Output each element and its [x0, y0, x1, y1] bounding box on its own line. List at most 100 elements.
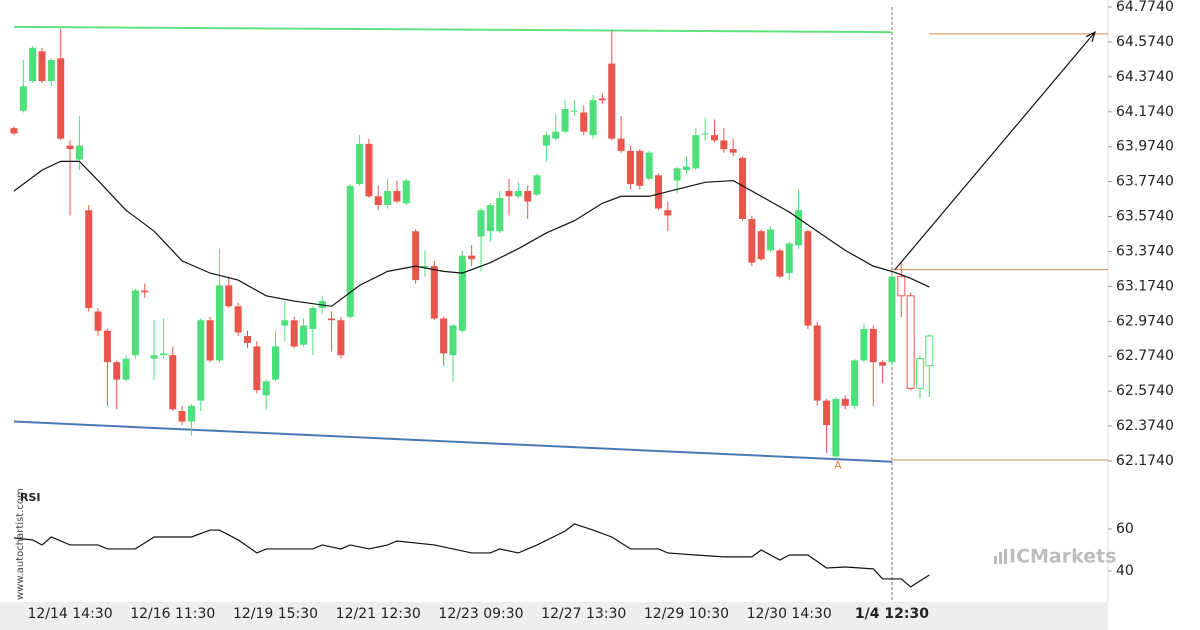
- candle-body: [113, 362, 121, 380]
- resistance-line: [13, 25, 892, 34]
- candle-body: [225, 285, 233, 307]
- moving-average: [13, 160, 930, 307]
- candle-body: [729, 149, 737, 153]
- candle-body: [356, 143, 364, 185]
- candle-body: [879, 362, 887, 366]
- y-tick-label: 62.7740: [1116, 348, 1174, 364]
- candle-body: [47, 60, 55, 82]
- forecast-arrow: [894, 31, 1096, 271]
- candle-body: [795, 210, 803, 246]
- candle-body: [757, 231, 765, 260]
- y-tick-label: 64.3740: [1116, 69, 1174, 85]
- candle-body: [262, 381, 270, 396]
- candle-body: [66, 145, 74, 150]
- candle-body: [682, 166, 690, 171]
- candle-body: [244, 335, 251, 343]
- candle-body: [542, 135, 550, 146]
- candle-body: [664, 210, 672, 216]
- candle-body: [776, 250, 784, 277]
- candle-body: [701, 133, 709, 135]
- candle-body: [608, 63, 616, 139]
- candle-body: [645, 152, 653, 179]
- candle-body: [159, 353, 167, 356]
- candle-body: [215, 285, 223, 361]
- y-tick-label: 62.9740: [1116, 313, 1174, 329]
- candle-body: [150, 355, 158, 359]
- x-axis-band: [0, 602, 1108, 630]
- candle-body: [384, 191, 392, 206]
- candle-body: [421, 266, 429, 268]
- candle-body: [748, 218, 756, 263]
- candle-body: [29, 47, 37, 82]
- candle-body: [10, 128, 18, 134]
- candle-body: [915, 358, 924, 389]
- candle-body: [272, 346, 280, 380]
- candle-body: [626, 150, 634, 185]
- candle-body: [197, 320, 205, 401]
- candle-body: [860, 328, 868, 361]
- candle-body: [328, 318, 336, 321]
- y-tick-label: 62.5740: [1116, 383, 1174, 399]
- candle-body: [925, 335, 934, 367]
- candle-body: [365, 143, 373, 197]
- candle-body: [888, 276, 896, 363]
- rsi-tick-label: 60: [1116, 521, 1134, 537]
- candle-body: [38, 51, 46, 82]
- candle-body: [57, 58, 65, 139]
- candle-body: [337, 320, 345, 356]
- x-tick-label: 12/23 09:30: [438, 606, 523, 622]
- candle-body: [234, 306, 242, 333]
- y-tick-label: 64.7740: [1116, 0, 1174, 15]
- candle-body: [897, 276, 906, 297]
- logo-icon: [994, 549, 1007, 564]
- x-tick-label: 12/27 13:30: [541, 606, 626, 622]
- x-tick-label: 12/14 14:30: [27, 606, 112, 622]
- candle-body: [169, 355, 177, 410]
- y-tick-label: 62.3740: [1116, 418, 1174, 434]
- candle-body: [122, 358, 130, 380]
- candle-body: [869, 328, 877, 363]
- watermark: www.autochartist.com: [15, 488, 26, 600]
- candle-body: [617, 138, 625, 151]
- rsi-label: RSI: [20, 491, 41, 504]
- candle-body: [654, 175, 662, 209]
- y-tick-label: 63.9740: [1116, 139, 1174, 155]
- candle-body: [711, 135, 718, 141]
- candle-body: [412, 231, 420, 281]
- candle-body: [458, 255, 466, 331]
- candle-body: [841, 398, 849, 406]
- candle-body: [430, 266, 438, 319]
- x-tick-label: 12/16 11:30: [130, 606, 215, 622]
- candle-body: [813, 325, 821, 401]
- support-line: [13, 420, 893, 463]
- candle-body: [785, 243, 793, 274]
- candle-body: [374, 196, 382, 206]
- candle-body: [673, 168, 681, 181]
- candle-body: [75, 145, 83, 160]
- candle-body: [346, 185, 354, 317]
- candle-body: [514, 191, 522, 197]
- candle-body: [206, 320, 214, 361]
- candle-body: [851, 360, 859, 406]
- x-tick-label: 1/4 12:30: [855, 606, 929, 622]
- candle-body: [440, 318, 448, 354]
- candle-body: [598, 98, 606, 101]
- candle-body: [178, 411, 186, 422]
- candle-body: [533, 175, 541, 195]
- x-tick-label: 12/29 10:30: [644, 606, 729, 622]
- candle-body: [253, 346, 261, 391]
- candle-body: [309, 308, 317, 329]
- candle-body: [739, 157, 747, 219]
- candle-body: [636, 150, 644, 186]
- x-tick-label: 12/19 15:30: [233, 606, 318, 622]
- candle-body: [402, 180, 410, 204]
- candle-body: [19, 86, 27, 111]
- candle-body: [496, 198, 504, 232]
- candle-body: [393, 191, 401, 202]
- candle-body: [561, 108, 569, 132]
- candle-body: [131, 290, 139, 356]
- annotation-label: A: [834, 459, 842, 472]
- candle-body: [589, 100, 597, 136]
- candle-body: [477, 210, 485, 237]
